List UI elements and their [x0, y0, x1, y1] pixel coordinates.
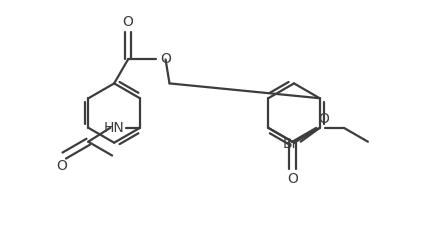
Text: O: O — [161, 52, 171, 67]
Text: O: O — [318, 112, 329, 126]
Text: HN: HN — [103, 121, 124, 135]
Text: O: O — [56, 159, 67, 172]
Text: O: O — [287, 172, 298, 186]
Text: Br: Br — [282, 137, 298, 151]
Text: O: O — [123, 15, 134, 29]
